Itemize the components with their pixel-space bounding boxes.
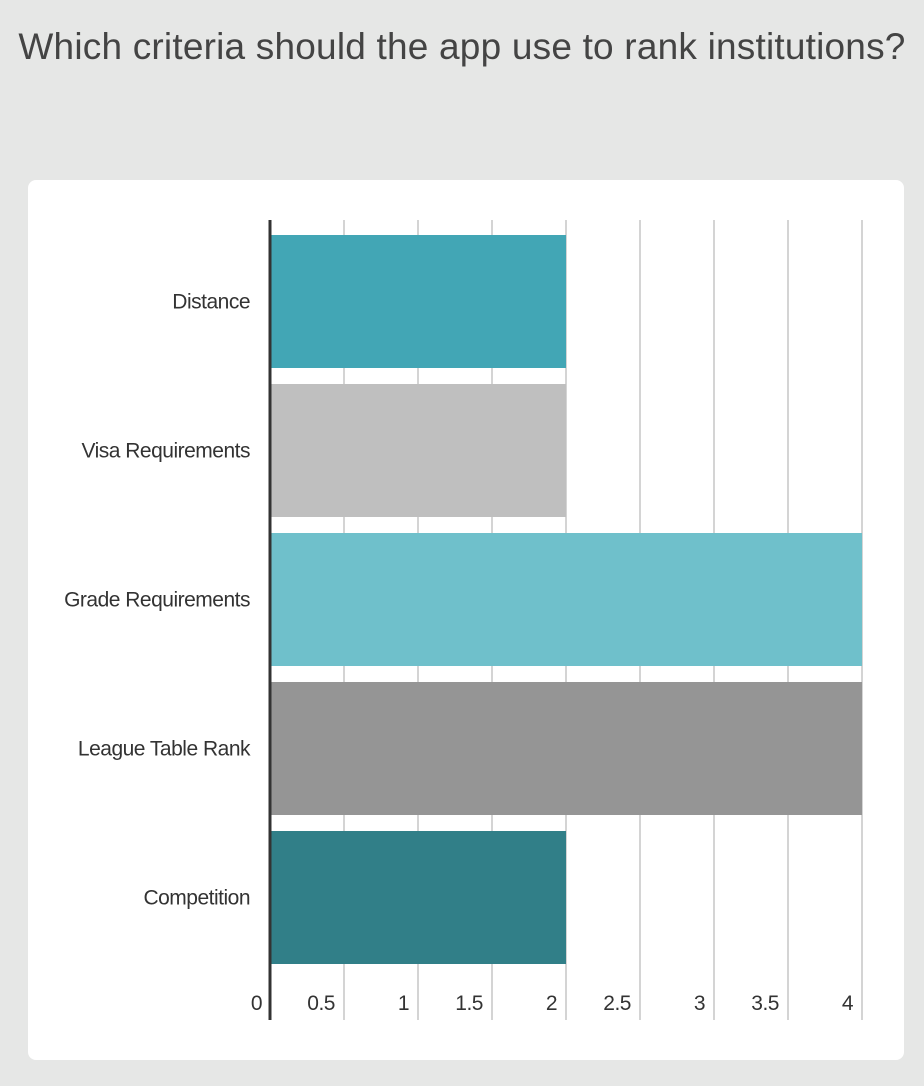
bar <box>270 682 862 815</box>
bar <box>270 235 566 368</box>
category-label: Grade Requirements <box>64 589 250 612</box>
bar-chart: Distance Visa Requirements Grade Requireme… <box>64 220 863 1020</box>
category-label: Distance <box>172 291 250 314</box>
x-tick-label: 3 <box>694 992 705 1015</box>
bar <box>270 384 566 517</box>
category-label: League Table Rank <box>78 738 251 761</box>
x-tick-label: 2 <box>546 992 557 1015</box>
category-label: Competition <box>143 887 250 910</box>
chart-card: Distance Visa Requirements Grade Requireme… <box>28 180 904 1060</box>
x-tick-label: 0 <box>251 992 262 1015</box>
x-tick-label: 2.5 <box>603 992 631 1015</box>
bar <box>270 831 566 964</box>
x-tick-label: 1 <box>398 992 409 1015</box>
bar <box>270 533 862 666</box>
category-label: Visa Requirements <box>81 440 250 463</box>
x-tick-label: 1.5 <box>455 992 483 1015</box>
chart-title: Which criteria should the app use to ran… <box>18 26 906 67</box>
x-tick-label: 4 <box>842 992 854 1015</box>
x-tick-label: 0.5 <box>307 992 335 1015</box>
x-tick-label: 3.5 <box>751 992 779 1015</box>
